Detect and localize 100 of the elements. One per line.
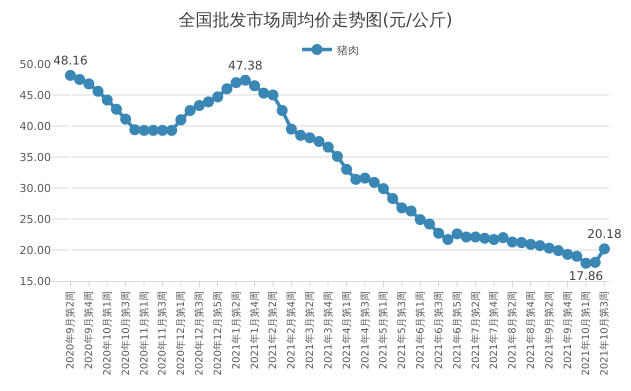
point — [479, 232, 490, 244]
x-tick-label: 2021年7月第4周 — [488, 291, 500, 370]
point — [442, 234, 454, 245]
x-tick-label: 2021年6月第1周 — [414, 291, 427, 370]
data-label: 47.38 — [228, 58, 263, 72]
point — [525, 238, 536, 250]
point — [590, 256, 601, 268]
point — [341, 164, 352, 175]
point — [102, 94, 113, 106]
point — [506, 236, 518, 248]
y-tick-label: 45.00 — [20, 88, 51, 102]
point — [562, 248, 574, 260]
x-tick-label: 2020年11月第3周 — [156, 291, 169, 376]
point — [221, 83, 232, 94]
x-tick-label: 2021年10月第1周 — [580, 291, 592, 376]
point — [258, 88, 270, 99]
point — [64, 70, 76, 81]
point — [406, 205, 417, 216]
point — [396, 202, 408, 214]
y-tick-label: 50.00 — [20, 58, 51, 71]
x-tick-label: 2021年8月第2周 — [506, 291, 519, 370]
point — [368, 176, 380, 188]
point — [498, 232, 509, 244]
point — [92, 86, 104, 97]
x-tick-label: 2021年5月第3周 — [396, 291, 408, 370]
y-tick-label: 30.00 — [20, 182, 51, 195]
point — [424, 218, 435, 230]
point — [387, 193, 398, 204]
point — [580, 258, 592, 269]
data-label: 20.18 — [587, 227, 622, 242]
x-tick-label: 2020年12月第1周 — [175, 291, 188, 376]
point — [460, 231, 472, 242]
point — [184, 105, 196, 116]
x-tick-label: 2020年9月第2周 — [64, 291, 77, 370]
chart-title: 全国批发市场周均价走势图(元/公斤) — [178, 10, 452, 31]
x-tick-label: 2021年3月第2周 — [304, 291, 316, 370]
y-tick-label: 20.00 — [20, 244, 51, 257]
point — [74, 74, 86, 85]
point — [295, 130, 306, 141]
point — [175, 114, 186, 126]
x-tick-label: 2021年9月第2周 — [543, 291, 556, 370]
x-tick-label: 2020年10月第3周 — [120, 291, 132, 376]
point — [249, 80, 260, 92]
point — [378, 183, 389, 194]
x-tick-label: 2020年11月第1周 — [138, 291, 150, 376]
point — [267, 90, 278, 100]
x-tick-label: 2021年10月第3周 — [598, 291, 611, 376]
point — [286, 124, 297, 135]
point — [304, 132, 316, 144]
point — [129, 124, 140, 136]
y-tick-label: 40.00 — [20, 120, 51, 133]
point — [166, 124, 178, 136]
x-tick-label: 2021年6月第3周 — [432, 291, 445, 370]
x-tick-label: 2021年2月第4周 — [286, 291, 298, 370]
x-tick-label: 2020年12月第5周 — [212, 291, 224, 376]
point — [110, 104, 122, 115]
x-tick-label: 2021年6月第5周 — [451, 291, 464, 370]
point — [350, 174, 362, 185]
point — [313, 136, 324, 147]
legend-label: 猪肉 — [337, 44, 359, 57]
point — [516, 237, 528, 248]
point — [203, 96, 214, 108]
y-tick-label: 25.00 — [20, 212, 51, 226]
point — [212, 91, 224, 102]
x-tick-label: 2021年2月第2周 — [267, 291, 280, 370]
point — [83, 78, 94, 90]
point — [194, 100, 205, 112]
x-tick-label: 2021年5月第1周 — [378, 291, 390, 370]
x-tick-label: 2021年4月第3周 — [359, 291, 372, 370]
point — [120, 114, 132, 125]
point — [240, 74, 251, 86]
point — [452, 228, 463, 240]
x-tick-label: 2021年8月第4周 — [524, 291, 537, 370]
point — [414, 214, 426, 226]
point — [360, 172, 371, 184]
point — [552, 245, 564, 256]
x-tick-label: 2020年10月第1周 — [101, 291, 114, 376]
point — [544, 242, 555, 254]
y-tick-label: 15.00 — [20, 274, 51, 288]
point — [138, 124, 150, 136]
point — [433, 228, 444, 239]
x-tick-label: 2021年7月第2周 — [470, 291, 482, 370]
x-tick-label: 2021年1月第2周 — [230, 291, 242, 370]
point — [598, 243, 610, 254]
point — [534, 240, 546, 252]
point — [488, 234, 500, 245]
x-tick-label: 2020年9月第4周 — [83, 291, 96, 370]
x-tick-label: 2021年3月第4周 — [322, 291, 334, 370]
x-tick-label: 2021年1月第4周 — [248, 291, 261, 370]
point — [470, 231, 481, 242]
point — [230, 77, 242, 88]
y-tick-label: 35.00 — [20, 150, 51, 164]
x-tick-label: 2021年4月第1周 — [340, 291, 353, 370]
point — [332, 150, 343, 162]
point — [276, 105, 288, 116]
data-label: 48.16 — [53, 54, 88, 68]
point — [156, 124, 168, 136]
point — [322, 142, 334, 153]
x-tick-label: 2021年9月第4周 — [562, 291, 574, 370]
x-tick-label: 2020年12月第3周 — [194, 291, 206, 376]
